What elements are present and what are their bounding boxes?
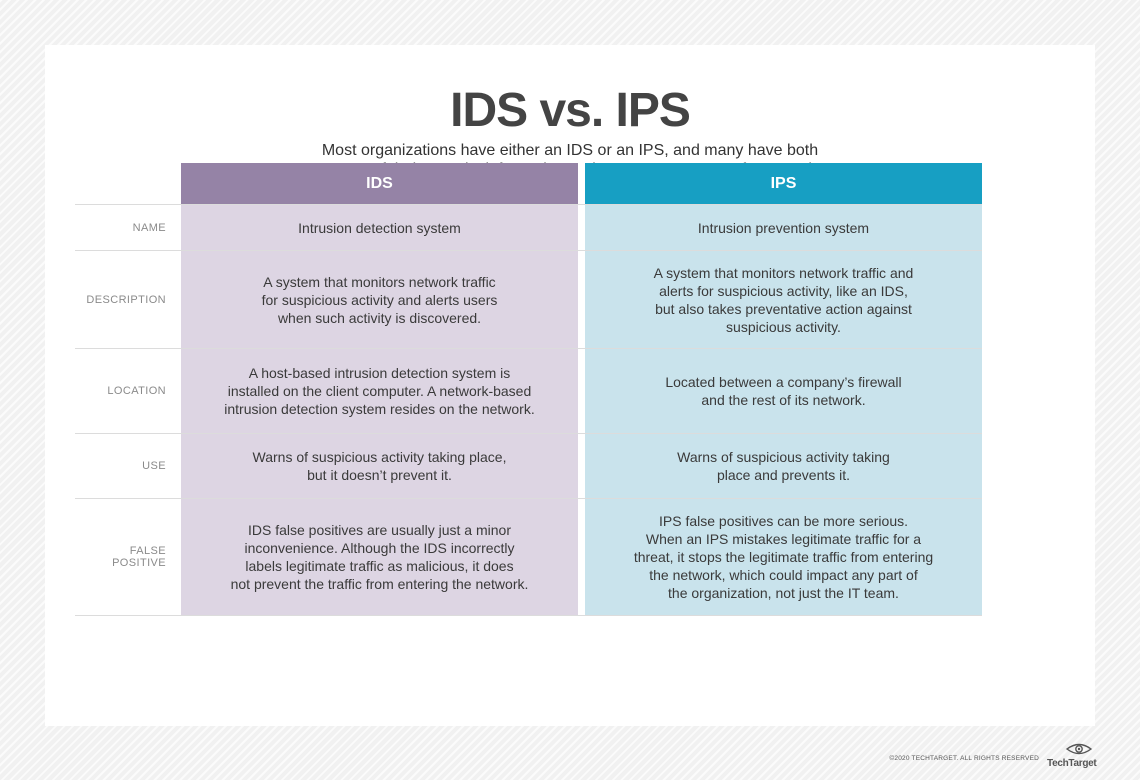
column-header-ips: IPS: [585, 163, 982, 204]
footer: ©2020 TECHTARGET. ALL RIGHTS RESERVED Te…: [889, 741, 1097, 769]
subtitle-line-1: Most organizations have either an IDS or…: [321, 142, 819, 159]
column-gap: [578, 205, 585, 250]
cell-ids-false-positive: IDS false positives are usually just a m…: [181, 499, 578, 615]
cell-ips-false-positive: IPS false positives can be more serious.…: [585, 499, 982, 615]
techtarget-logo: TechTarget: [1047, 741, 1097, 769]
page-title: IDS vs. IPS: [450, 84, 691, 137]
table-row-description: DESCRIPTION A system that monitors netwo…: [75, 250, 982, 348]
column-gap: [578, 499, 585, 615]
table-row-location: LOCATION A host-based intrusion detectio…: [75, 348, 982, 433]
table-row-name: NAME Intrusion detection system Intrusio…: [75, 204, 982, 250]
row-label-use: USE: [75, 434, 181, 498]
row-label-name: NAME: [75, 205, 181, 250]
table-row-use: USE Warns of suspicious activity taking …: [75, 433, 982, 498]
header-spacer: [75, 163, 181, 204]
column-gap: [578, 163, 585, 204]
cell-ips-description: A system that monitors network traffic a…: [585, 251, 982, 348]
comparison-table: IDS IPS NAME Intrusion detection system …: [75, 163, 982, 616]
column-gap: [578, 434, 585, 498]
row-label-location: LOCATION: [75, 349, 181, 433]
cell-ips-name: Intrusion prevention system: [585, 205, 982, 250]
cell-ids-name: Intrusion detection system: [181, 205, 578, 250]
table-header-row: IDS IPS: [75, 163, 982, 204]
column-header-ids: IDS: [181, 163, 578, 204]
eye-icon: [1065, 743, 1093, 755]
cell-ips-use: Warns of suspicious activity taking plac…: [585, 434, 982, 498]
cell-ids-use: Warns of suspicious activity taking plac…: [181, 434, 578, 498]
row-label-false-positive: FALSE POSITIVE: [75, 499, 181, 615]
cell-ids-description: A system that monitors network traffic f…: [181, 251, 578, 348]
cell-ips-location: Located between a company’s firewall and…: [585, 349, 982, 433]
cell-ids-location: A host-based intrusion detection system …: [181, 349, 578, 433]
column-gap: [578, 349, 585, 433]
copyright-text: ©2020 TECHTARGET. ALL RIGHTS RESERVED: [889, 755, 1039, 762]
logo-text: TechTarget: [1047, 758, 1097, 769]
table-row-false-positive: FALSE POSITIVE IDS false positives are u…: [75, 498, 982, 616]
row-label-description: DESCRIPTION: [75, 251, 181, 348]
column-gap: [578, 251, 585, 348]
